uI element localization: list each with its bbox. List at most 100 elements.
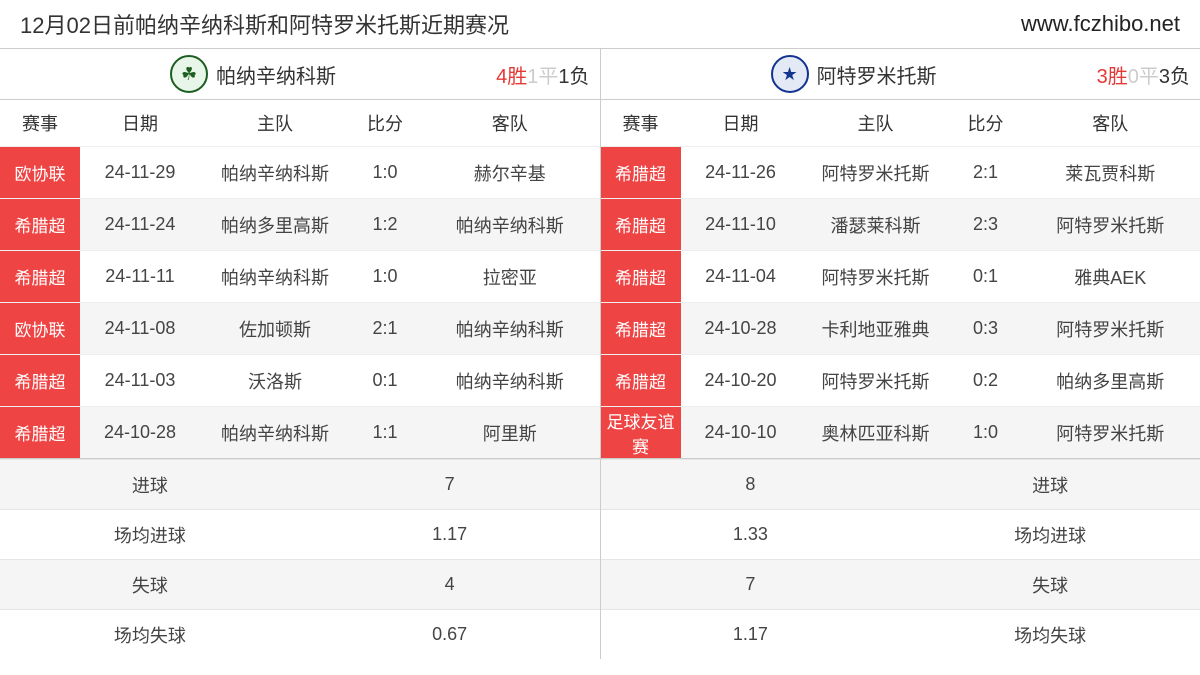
stat-label: 失球 — [900, 572, 1200, 598]
stat-label: 场均失球 — [900, 622, 1200, 648]
home-team: 奥林匹亚科斯 — [801, 420, 951, 446]
table-row: 足球友谊赛24-10-10奥林匹亚科斯1:0阿特罗米托斯 — [601, 406, 1200, 458]
match-score: 1:0 — [951, 422, 1021, 443]
stat-value: 8 — [601, 474, 901, 495]
th-home: 主队 — [801, 110, 951, 136]
competition-badge: 希腊超 — [0, 251, 80, 302]
home-team: 帕纳多里高斯 — [200, 212, 350, 238]
stat-value: 7 — [300, 474, 600, 495]
stat-value: 4 — [300, 574, 600, 595]
stat-value: 1.33 — [601, 524, 901, 545]
match-score: 1:2 — [350, 214, 420, 235]
match-score: 1:0 — [350, 266, 420, 287]
table-row: 欧协联24-11-08佐加顿斯2:1帕纳辛纳科斯 — [0, 302, 600, 354]
away-team: 阿特罗米托斯 — [1021, 316, 1200, 342]
page-title: 12月02日前帕纳辛纳科斯和阿特罗米托斯近期赛况 — [20, 8, 509, 40]
home-team: 帕纳辛纳科斯 — [200, 420, 350, 446]
competition-badge: 希腊超 — [0, 355, 80, 406]
match-score: 1:1 — [350, 422, 420, 443]
match-date: 24-10-28 — [681, 318, 801, 339]
team-left-record: 4胜1平1负 — [496, 60, 589, 89]
match-date: 24-11-04 — [681, 266, 801, 287]
match-tables: 赛事 日期 主队 比分 客队 欧协联24-11-29帕纳辛纳科斯1:0赫尔辛基希… — [0, 100, 1200, 458]
stat-label: 失球 — [0, 572, 300, 598]
stats-right-column: 8进球1.33场均进球7失球1.17场均失球 — [601, 459, 1200, 659]
away-team: 帕纳辛纳科斯 — [420, 316, 600, 342]
table-row: 希腊超24-10-20阿特罗米托斯0:2帕纳多里高斯 — [601, 354, 1200, 406]
home-team: 潘瑟莱科斯 — [801, 212, 951, 238]
table-row: 希腊超24-11-26阿特罗米托斯2:1莱瓦贾科斯 — [601, 146, 1200, 198]
stat-row: 7失球 — [601, 559, 1200, 609]
match-date: 24-11-10 — [681, 214, 801, 235]
match-date: 24-11-26 — [681, 162, 801, 183]
away-team: 拉密亚 — [420, 264, 600, 290]
stats-left-column: 进球7场均进球1.17失球4场均失球0.67 — [0, 459, 601, 659]
record-losses: 3负 — [1159, 66, 1190, 88]
site-url: www.fczhibo.net — [1021, 11, 1180, 37]
stat-row: 场均失球0.67 — [0, 609, 600, 659]
stat-label: 进球 — [0, 472, 300, 498]
team-left-summary: ☘ 帕纳辛纳科斯 4胜1平1负 — [0, 49, 601, 99]
competition-badge: 欧协联 — [0, 303, 80, 354]
competition-badge: 足球友谊赛 — [601, 407, 681, 458]
table-row: 希腊超24-10-28卡利地亚雅典0:3阿特罗米托斯 — [601, 302, 1200, 354]
stat-value: 1.17 — [300, 524, 600, 545]
match-score: 0:2 — [951, 370, 1021, 391]
page-header: 12月02日前帕纳辛纳科斯和阿特罗米托斯近期赛况 www.fczhibo.net — [0, 0, 1200, 48]
team-right-summary: ★ 阿特罗米托斯 3胜0平3负 — [601, 49, 1200, 99]
home-team: 阿特罗米托斯 — [801, 368, 951, 394]
match-score: 0:1 — [350, 370, 420, 391]
home-team: 阿特罗米托斯 — [801, 160, 951, 186]
competition-badge: 欧协联 — [0, 147, 80, 198]
competition-badge: 希腊超 — [601, 251, 681, 302]
away-team: 雅典AEK — [1021, 264, 1200, 290]
match-score: 1:0 — [350, 162, 420, 183]
th-away: 客队 — [1021, 110, 1200, 136]
th-score: 比分 — [350, 110, 420, 136]
away-team: 帕纳辛纳科斯 — [420, 212, 600, 238]
match-date: 24-10-10 — [681, 422, 801, 443]
match-date: 24-11-03 — [80, 370, 200, 391]
th-date: 日期 — [80, 110, 200, 136]
stat-label: 进球 — [900, 472, 1200, 498]
competition-badge: 希腊超 — [601, 355, 681, 406]
th-score: 比分 — [951, 110, 1021, 136]
th-home: 主队 — [200, 110, 350, 136]
stat-row: 进球7 — [0, 459, 600, 509]
matches-left-column: 赛事 日期 主队 比分 客队 欧协联24-11-29帕纳辛纳科斯1:0赫尔辛基希… — [0, 100, 601, 458]
record-losses: 1负 — [558, 66, 589, 88]
away-team: 阿特罗米托斯 — [1021, 420, 1200, 446]
away-team: 帕纳多里高斯 — [1021, 368, 1200, 394]
stat-value: 1.17 — [601, 624, 901, 645]
team-right-logo: ★ — [771, 55, 809, 93]
table-row: 希腊超24-11-04阿特罗米托斯0:1雅典AEK — [601, 250, 1200, 302]
table-header: 赛事 日期 主队 比分 客队 — [0, 100, 600, 146]
home-team: 沃洛斯 — [200, 368, 350, 394]
th-date: 日期 — [681, 110, 801, 136]
home-team: 帕纳辛纳科斯 — [200, 160, 350, 186]
record-wins: 4胜 — [496, 66, 527, 88]
match-date: 24-11-24 — [80, 214, 200, 235]
team-left-logo: ☘ — [170, 55, 208, 93]
match-date: 24-11-08 — [80, 318, 200, 339]
stat-row: 8进球 — [601, 459, 1200, 509]
record-draws: 1平 — [527, 66, 558, 88]
team-right-record: 3胜0平3负 — [1097, 60, 1190, 89]
stat-row: 1.33场均进球 — [601, 509, 1200, 559]
match-date: 24-10-28 — [80, 422, 200, 443]
match-date: 24-11-11 — [80, 266, 200, 287]
teams-summary-row: ☘ 帕纳辛纳科斯 4胜1平1负 ★ 阿特罗米托斯 3胜0平3负 — [0, 48, 1200, 100]
stat-label: 场均失球 — [0, 622, 300, 648]
table-row: 希腊超24-11-11帕纳辛纳科斯1:0拉密亚 — [0, 250, 600, 302]
competition-badge: 希腊超 — [0, 199, 80, 250]
away-team: 阿里斯 — [420, 420, 600, 446]
match-score: 2:1 — [350, 318, 420, 339]
away-team: 赫尔辛基 — [420, 160, 600, 186]
team-right-name: 阿特罗米托斯 — [817, 60, 937, 89]
record-draws: 0平 — [1128, 66, 1159, 88]
home-team: 阿特罗米托斯 — [801, 264, 951, 290]
th-away: 客队 — [420, 110, 600, 136]
stat-label: 场均进球 — [900, 522, 1200, 548]
competition-badge: 希腊超 — [0, 407, 80, 458]
table-row: 希腊超24-11-03沃洛斯0:1帕纳辛纳科斯 — [0, 354, 600, 406]
